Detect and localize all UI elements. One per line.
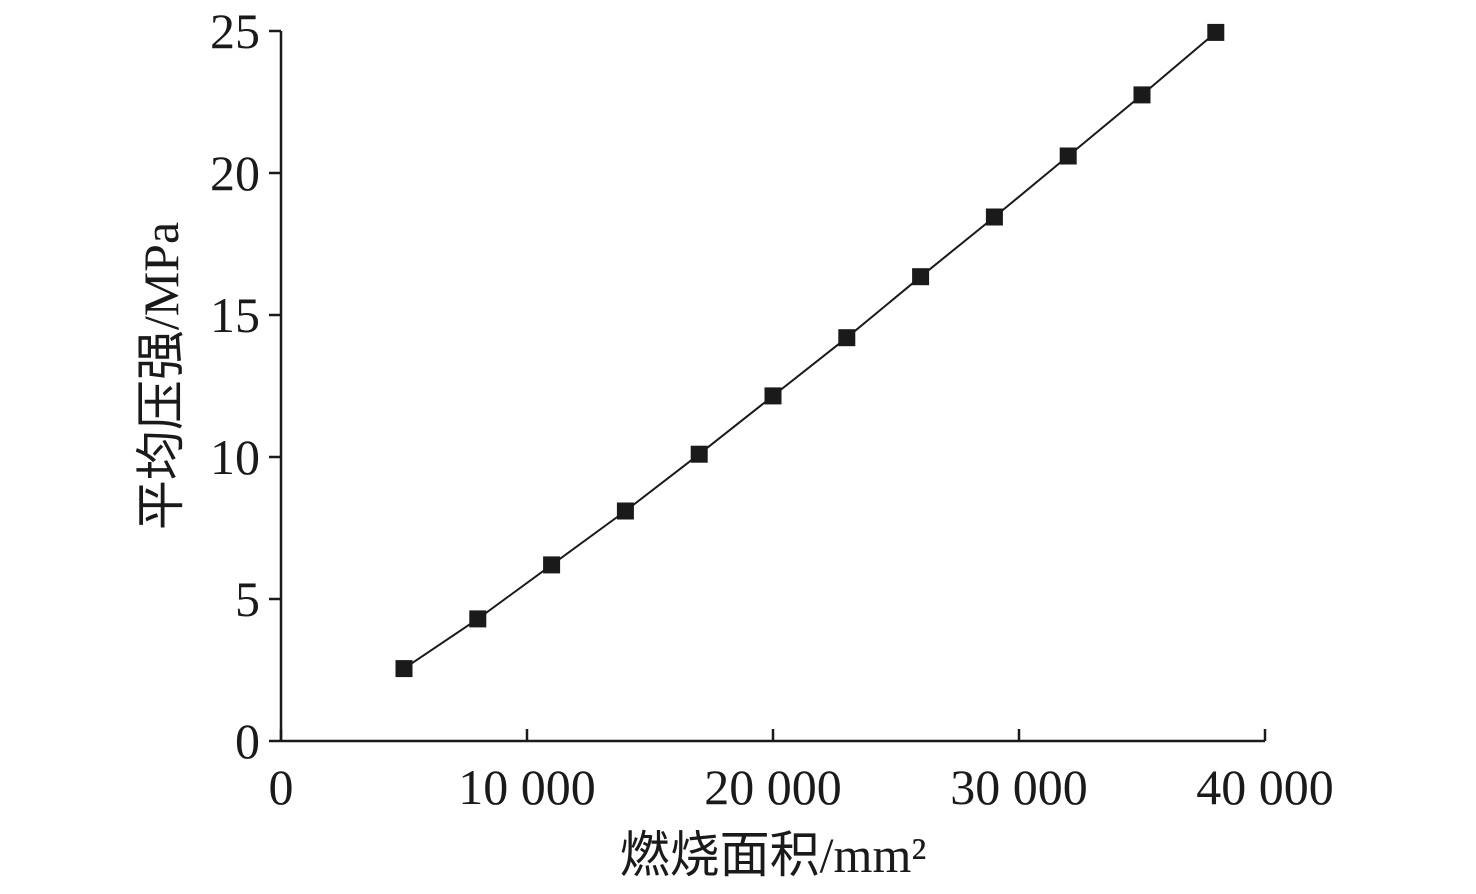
x-tick-label: 20 000 xyxy=(704,759,842,815)
x-tick-label: 10 000 xyxy=(458,759,596,815)
x-tick-label: 0 xyxy=(269,759,294,815)
data-point-marker xyxy=(1059,147,1077,165)
x-axis-title: 燃烧面积/mm² xyxy=(620,827,927,883)
series-line xyxy=(403,31,1217,670)
y-tick-label: 25 xyxy=(210,3,260,59)
data-point-marker xyxy=(543,556,561,574)
data-point-marker xyxy=(985,208,1003,226)
data-point-marker xyxy=(469,610,487,628)
series-layer xyxy=(395,23,1225,678)
data-point-marker xyxy=(1133,86,1151,104)
data-point-marker xyxy=(838,329,856,347)
y-tick-label: 15 xyxy=(210,287,260,343)
axes xyxy=(279,31,1265,743)
data-point-marker xyxy=(690,445,708,463)
y-tick-label: 20 xyxy=(210,145,260,201)
y-tick-label: 0 xyxy=(235,713,260,769)
y-tick-label: 5 xyxy=(235,571,260,627)
y-axis-title: 平均压强/MPa xyxy=(133,222,189,530)
data-point-marker xyxy=(616,502,634,520)
data-point-marker xyxy=(912,268,930,286)
y-axis-ticks: 0 5 10 15 20 25 xyxy=(210,3,281,769)
x-tick-label: 40 000 xyxy=(1196,759,1334,815)
x-axis-ticks: 0 10 000 20 000 30 000 40 000 xyxy=(269,729,1334,815)
y-tick-label: 10 xyxy=(210,429,260,485)
data-point-marker xyxy=(395,660,413,678)
x-tick-label: 30 000 xyxy=(950,759,1088,815)
data-point-marker xyxy=(764,387,782,405)
data-point-marker xyxy=(1207,23,1225,41)
